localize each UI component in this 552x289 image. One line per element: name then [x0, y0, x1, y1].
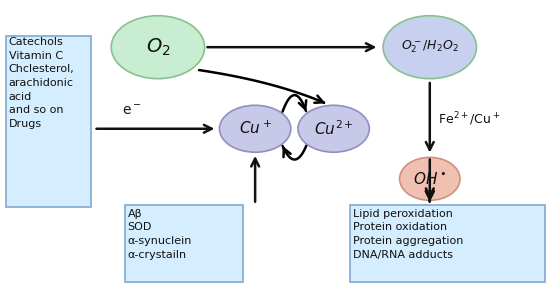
Ellipse shape: [220, 105, 291, 152]
Text: $O_2$: $O_2$: [146, 36, 170, 58]
Ellipse shape: [400, 158, 460, 200]
FancyBboxPatch shape: [350, 205, 545, 282]
Text: Fe$^{2+}$/Cu$^+$: Fe$^{2+}$/Cu$^+$: [438, 110, 501, 127]
Text: Aβ
SOD
α-synuclein
α-crystailn: Aβ SOD α-synuclein α-crystailn: [128, 209, 192, 260]
Text: $Cu^+$: $Cu^+$: [238, 120, 272, 137]
Ellipse shape: [383, 16, 476, 79]
Text: $O_2^-$/$H_2O_2$: $O_2^-$/$H_2O_2$: [401, 39, 459, 55]
Ellipse shape: [112, 16, 205, 79]
Ellipse shape: [298, 105, 369, 152]
Text: Lipid peroxidation
Protein oxidation
Protein aggregation
DNA/RNA adducts: Lipid peroxidation Protein oxidation Pro…: [353, 209, 463, 260]
Text: $OH^\bullet$: $OH^\bullet$: [413, 171, 447, 187]
Text: e$^-$: e$^-$: [122, 103, 142, 117]
FancyBboxPatch shape: [6, 36, 91, 208]
Text: $Cu^{2+}$: $Cu^{2+}$: [314, 119, 353, 138]
FancyBboxPatch shape: [125, 205, 243, 282]
Text: Catechols
Vitamin C
Chclesterol,
arachidonic
acid
and so on
Drugs: Catechols Vitamin C Chclesterol, arachid…: [8, 37, 75, 129]
